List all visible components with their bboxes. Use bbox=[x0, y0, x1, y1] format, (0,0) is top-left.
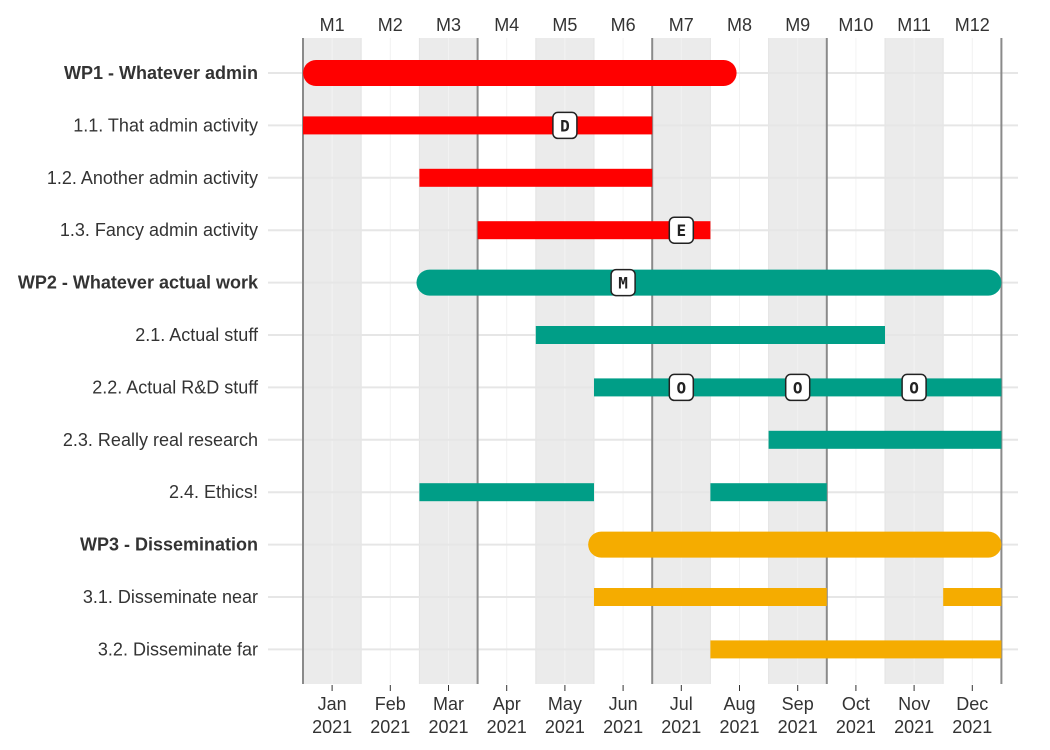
milestone-label: E bbox=[676, 221, 686, 240]
row-label: 1.2. Another admin activity bbox=[47, 168, 258, 188]
month-tick-label: Aug bbox=[723, 694, 755, 714]
year-tick-label: 2021 bbox=[661, 717, 701, 737]
month-code-tick: M7 bbox=[669, 15, 694, 35]
milestones: D E M O O O bbox=[552, 111, 927, 402]
month-tick-label: Sep bbox=[782, 694, 814, 714]
task-bar bbox=[303, 116, 653, 135]
milestone-box bbox=[668, 373, 695, 402]
month-tick-label: Jan bbox=[318, 694, 347, 714]
year-tick-label: 2021 bbox=[952, 717, 992, 737]
month-tick-label: Mar bbox=[433, 694, 464, 714]
row-label: WP1 - Whatever admin bbox=[64, 63, 258, 83]
month-tick-label: May bbox=[548, 694, 582, 714]
task-bar bbox=[710, 483, 827, 502]
year-tick-label: 2021 bbox=[836, 717, 876, 737]
year-tick-label: 2021 bbox=[778, 717, 818, 737]
year-tick-label: 2021 bbox=[545, 717, 585, 737]
row-labels: WP1 - Whatever admin 1.1. That admin acti… bbox=[18, 63, 259, 659]
milestone-box bbox=[552, 111, 578, 140]
month-code-tick: M12 bbox=[955, 15, 990, 35]
milestone-box bbox=[610, 268, 636, 297]
month-code-tick: M11 bbox=[897, 15, 931, 35]
task-bar bbox=[768, 430, 1002, 449]
month-code-tick: M4 bbox=[494, 15, 519, 35]
row-label: 2.1. Actual stuff bbox=[135, 325, 259, 345]
milestone-box bbox=[784, 373, 811, 402]
year-tick-label: 2021 bbox=[428, 717, 468, 737]
gridlines bbox=[268, 38, 1018, 684]
month-code-tick: M1 bbox=[320, 15, 345, 35]
milestone-label: O bbox=[909, 378, 919, 397]
year-tick-label: 2021 bbox=[719, 717, 759, 737]
month-code-tick: M3 bbox=[436, 15, 461, 35]
task-bar bbox=[419, 483, 594, 502]
year-tick-label: 2021 bbox=[894, 717, 934, 737]
bars bbox=[303, 60, 1002, 659]
month-code-tick: M6 bbox=[611, 15, 636, 35]
month-tick-label: Jun bbox=[609, 694, 638, 714]
milestone-box bbox=[901, 373, 927, 402]
task-bar bbox=[477, 221, 711, 240]
task-bar bbox=[535, 326, 885, 344]
month-tick-label: Oct bbox=[842, 694, 870, 714]
row-label: 2.3. Really real research bbox=[63, 430, 258, 450]
row-label: WP2 - Whatever actual work bbox=[18, 273, 259, 293]
row-label: WP3 - Dissemination bbox=[80, 535, 258, 555]
milestone-label: M bbox=[618, 274, 628, 293]
month-code-tick: M2 bbox=[378, 15, 403, 35]
row-label: 2.4. Ethics! bbox=[169, 482, 258, 502]
year-tick-label: 2021 bbox=[312, 717, 352, 737]
month-tick-label: Jul bbox=[670, 694, 693, 714]
task-bar bbox=[710, 640, 1002, 659]
axes: M1 M2 M3 M4 M5 M6 M7 M8 M9 M10 M11 M12 Jan 2021 Feb 202… bbox=[312, 15, 992, 737]
month-code-tick: M9 bbox=[785, 15, 810, 35]
row-label: 1.3. Fancy admin activity bbox=[60, 220, 258, 240]
milestone-label: D bbox=[560, 116, 570, 135]
month-tick-label: Feb bbox=[375, 694, 406, 714]
task-bar bbox=[943, 588, 1002, 606]
task-bar bbox=[594, 588, 827, 606]
row-label: 2.2. Actual R&D stuff bbox=[92, 377, 259, 397]
milestone-label: O bbox=[676, 378, 686, 397]
year-tick-label: 2021 bbox=[370, 717, 410, 737]
month-code-tick: M8 bbox=[727, 15, 752, 35]
month-code-tick: M10 bbox=[838, 15, 873, 35]
task-bar bbox=[419, 168, 653, 187]
month-tick-label: Dec bbox=[956, 694, 988, 714]
month-tick-label: Apr bbox=[493, 694, 521, 714]
month-tick-label: Nov bbox=[898, 694, 930, 714]
month-code-tick: M5 bbox=[552, 15, 577, 35]
row-label: 3.2. Disseminate far bbox=[98, 639, 258, 659]
year-tick-label: 2021 bbox=[603, 717, 643, 737]
milestone-label: O bbox=[793, 378, 803, 397]
milestone-box bbox=[668, 216, 695, 244]
year-tick-label: 2021 bbox=[487, 717, 527, 737]
row-label: 3.1. Disseminate near bbox=[83, 587, 258, 607]
row-label: 1.1. That admin activity bbox=[73, 115, 258, 135]
